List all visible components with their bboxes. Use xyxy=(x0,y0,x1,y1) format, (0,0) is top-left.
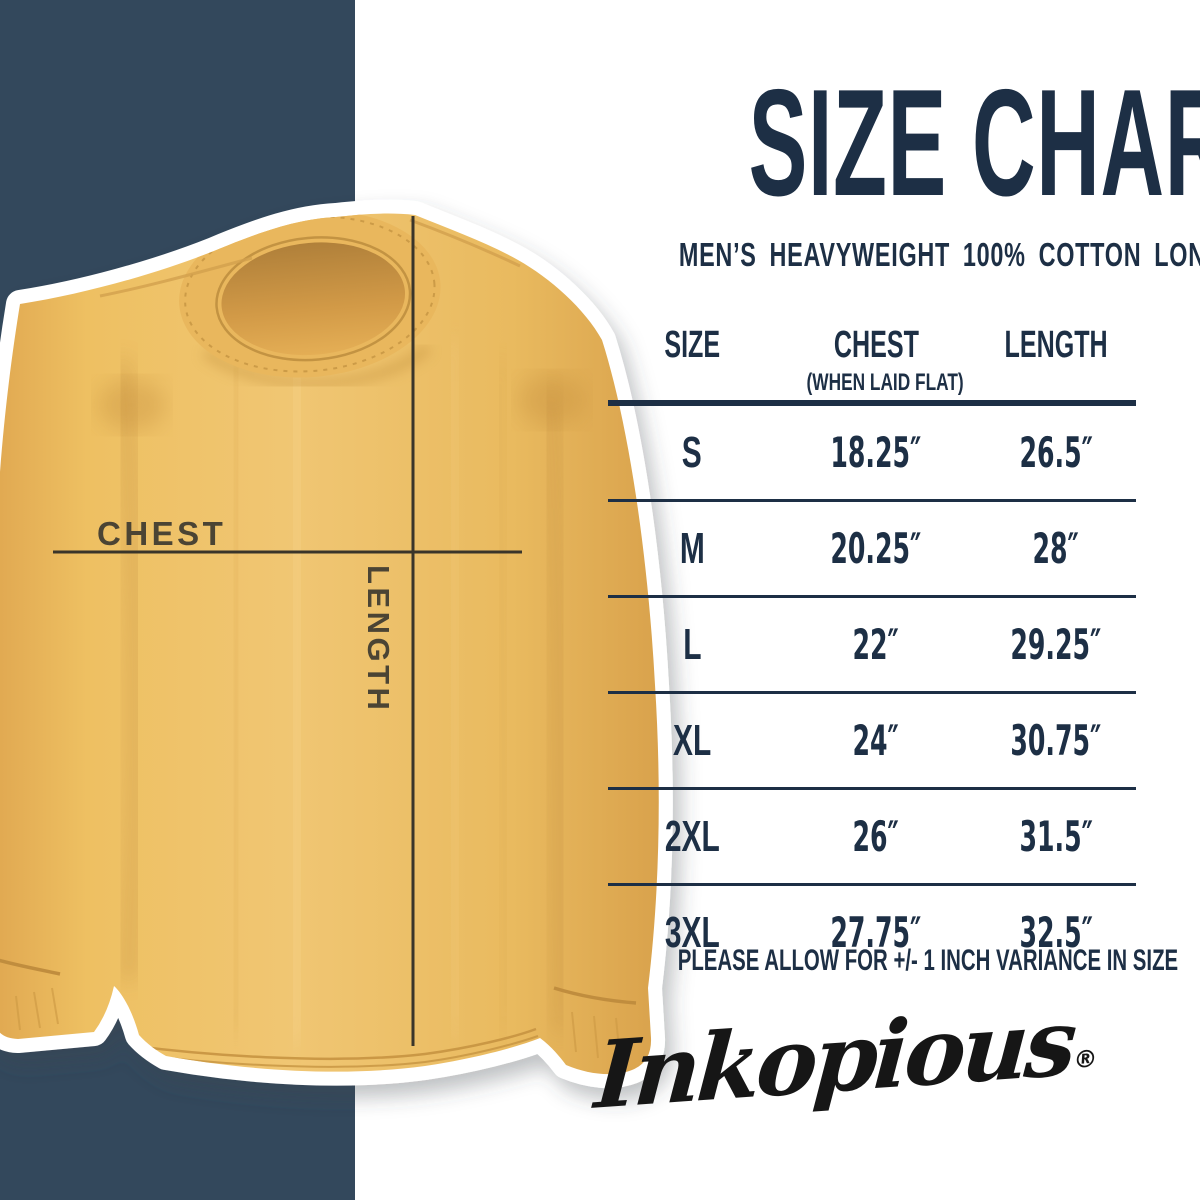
size-table: S 18.25″ 26.5″ M 20.25″ 28″ L 22″ 29.25″… xyxy=(608,400,1136,979)
collar xyxy=(179,213,441,378)
row-size: XL xyxy=(672,715,712,765)
length-measure-label: LENGTH xyxy=(361,565,396,713)
page-subtitle: MEN’S HEAVYWEIGHT 100% COTTON LONG SLEEV… xyxy=(678,236,1200,273)
row-length: 31.5″ xyxy=(1019,812,1093,861)
row-chest: 26″ xyxy=(852,812,900,861)
table-header-row: SIZE CHEST LENGTH xyxy=(608,326,1136,364)
row-size: L xyxy=(682,619,702,669)
row-chest: 22″ xyxy=(852,620,900,669)
row-chest: 18.25″ xyxy=(830,428,922,477)
table-header-size: SIZE xyxy=(664,324,720,366)
row-length: 30.75″ xyxy=(1010,716,1102,765)
table-row: XL 24″ 30.75″ xyxy=(608,694,1136,790)
table-row: S 18.25″ 26.5″ xyxy=(608,406,1136,502)
table-header-chest: CHEST xyxy=(833,324,919,366)
row-chest: 24″ xyxy=(852,716,900,765)
table-row: 3XL 27.75″ 32.5″ xyxy=(608,886,1136,979)
row-size: 3XL xyxy=(664,907,720,957)
row-chest: 20.25″ xyxy=(830,524,922,573)
table-row: M 20.25″ 28″ xyxy=(608,502,1136,598)
page-title: SIZE CHART xyxy=(748,58,1200,228)
table-row: 2XL 26″ 31.5″ xyxy=(608,790,1136,886)
registered-mark: ® xyxy=(1072,1044,1099,1075)
row-length: 26.5″ xyxy=(1019,428,1093,477)
shirt-body xyxy=(0,213,659,1075)
chest-measure-label: CHEST xyxy=(97,515,226,552)
row-length: 32.5″ xyxy=(1019,908,1093,957)
table-row: L 22″ 29.25″ xyxy=(608,598,1136,694)
row-size: 2XL xyxy=(664,811,720,861)
row-length: 28″ xyxy=(1032,524,1080,573)
row-size: S xyxy=(682,427,702,477)
variance-note: PLEASE ALLOW FOR +/- 1 INCH VARIANCE IN … xyxy=(677,944,1179,977)
measurement-overlay: CHEST LENGTH xyxy=(53,216,522,1046)
table-header-length: LENGTH xyxy=(1004,324,1108,366)
row-length: 29.25″ xyxy=(1010,620,1102,669)
row-chest: 27.75″ xyxy=(830,908,922,957)
row-size: M xyxy=(679,523,705,573)
table-header-chest-subnote: (WHEN LAID FLAT) xyxy=(806,369,964,396)
